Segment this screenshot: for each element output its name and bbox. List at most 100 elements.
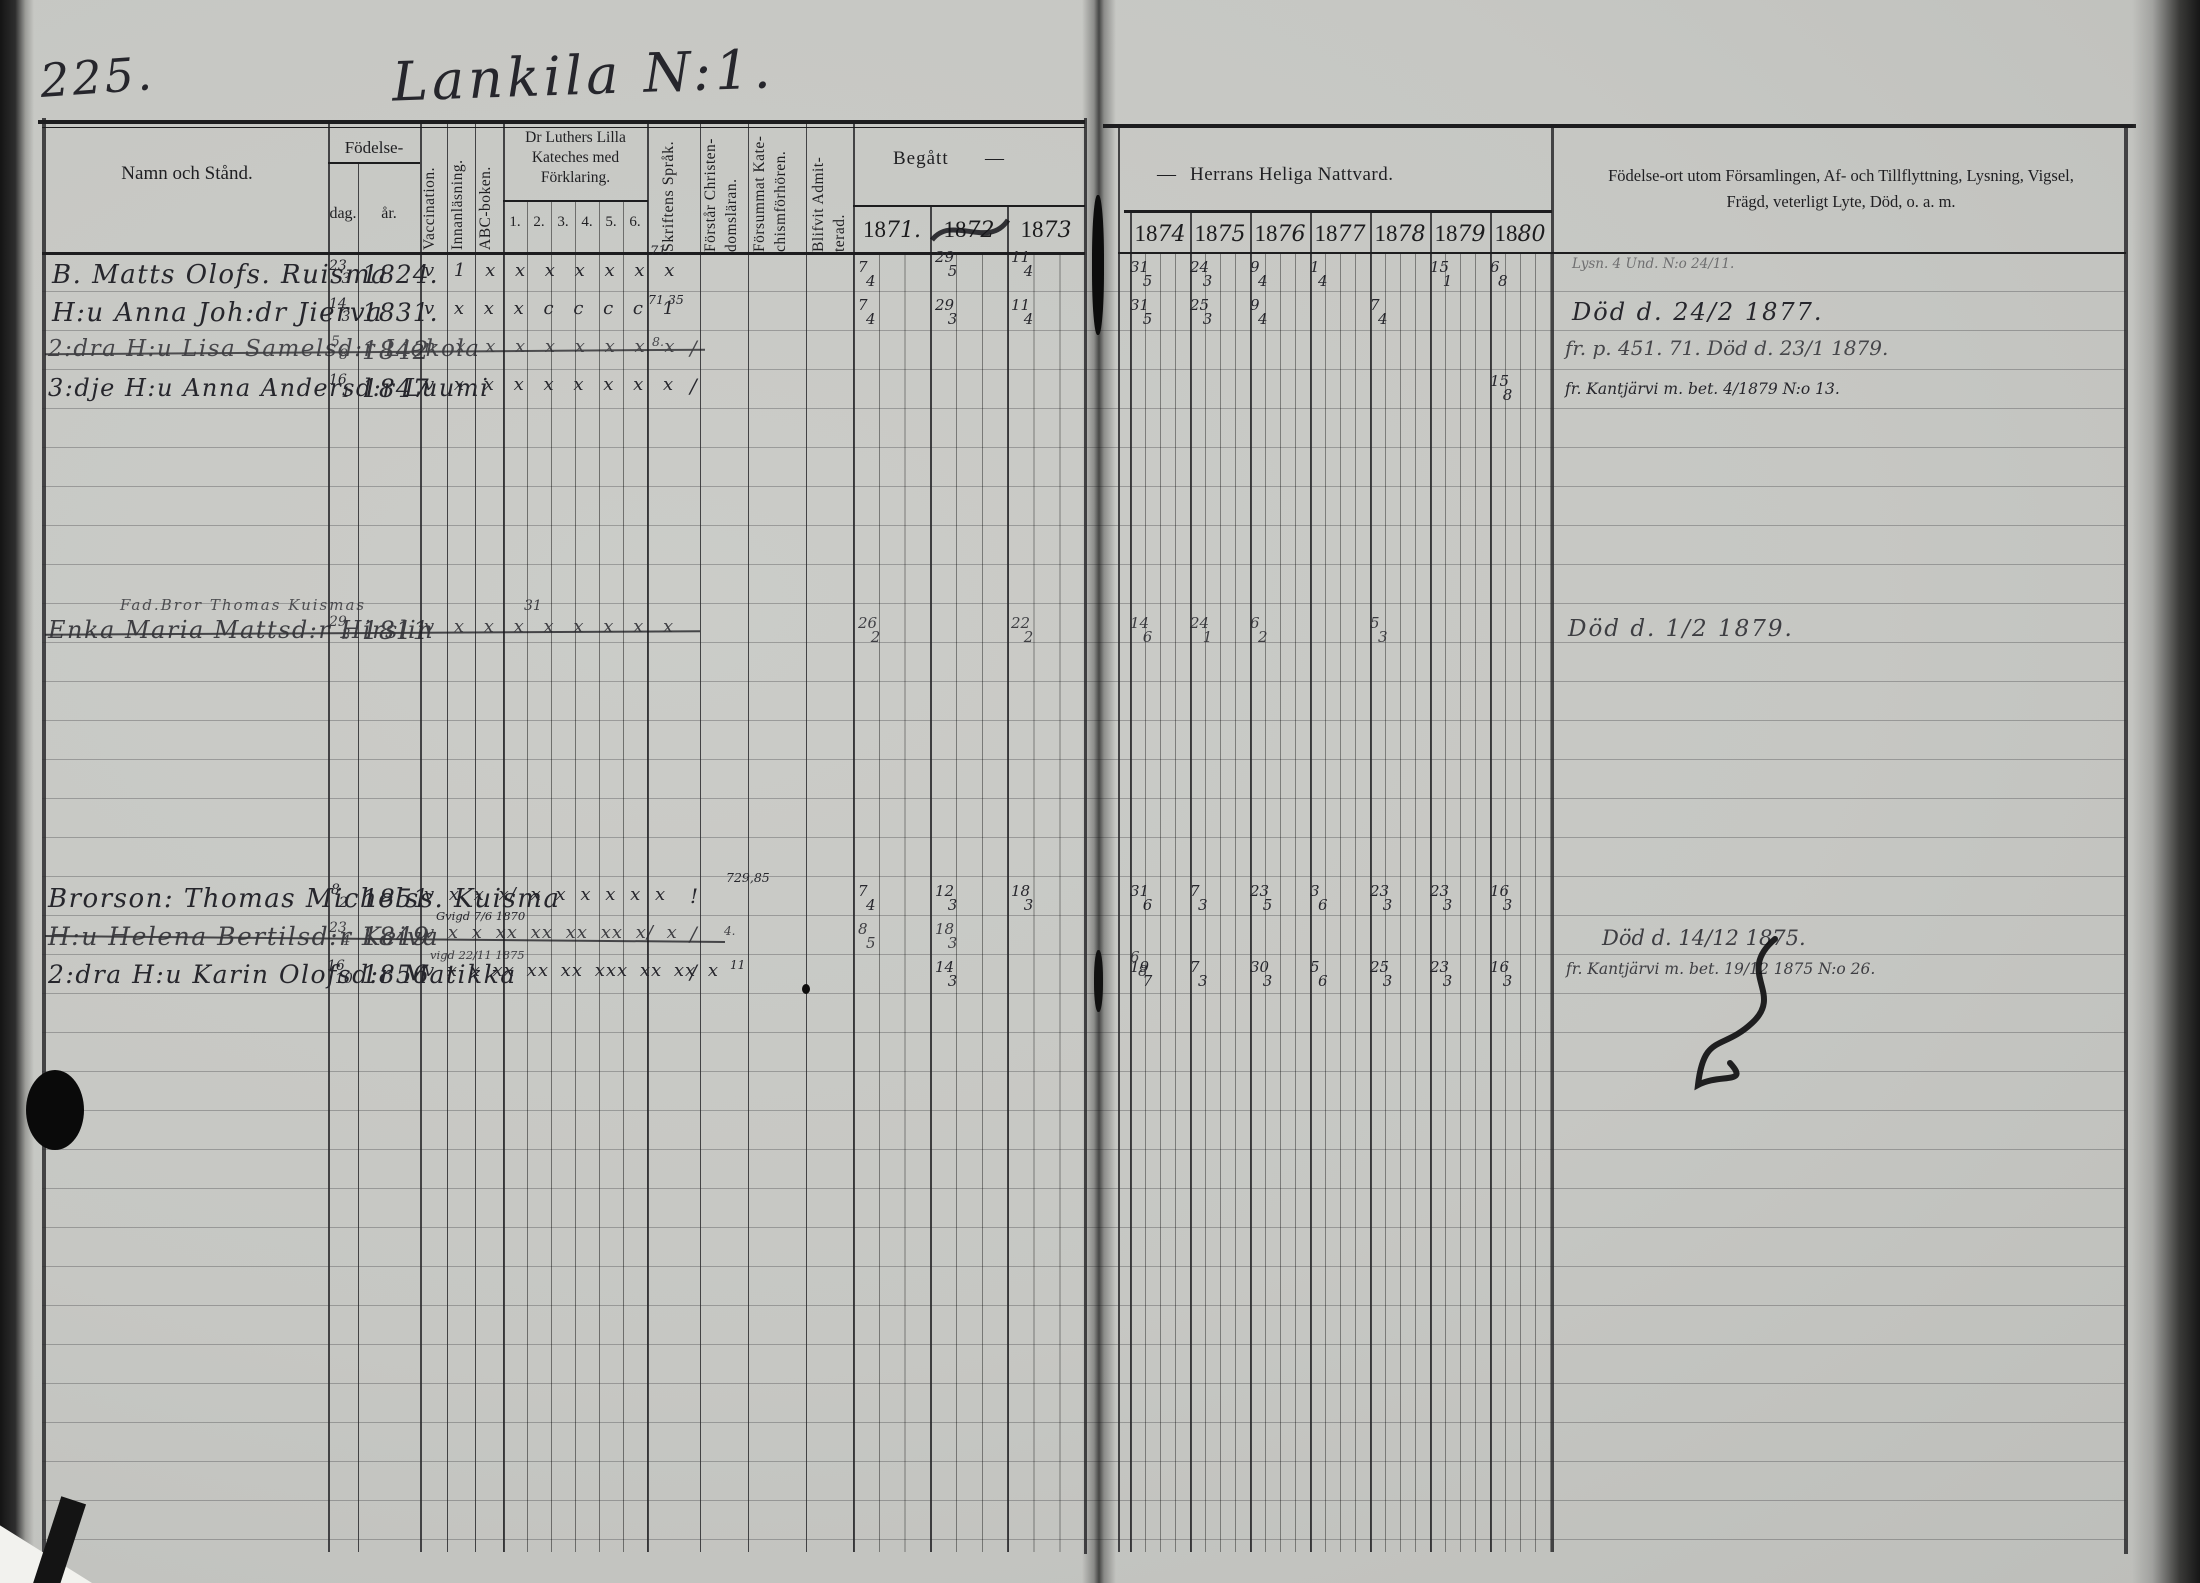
birth-header-split bbox=[328, 162, 420, 164]
person-name: 2:dra H:u Karin Olofsd:r Matikka bbox=[48, 960, 517, 989]
admitted-mark: / bbox=[690, 922, 697, 946]
grid-line bbox=[1007, 205, 1009, 1552]
left-years-top bbox=[853, 205, 1085, 207]
fold-ink-blot bbox=[1094, 950, 1103, 1012]
grid-line bbox=[1430, 210, 1432, 1552]
header-admitted: terad. bbox=[831, 214, 848, 252]
communion-date: 23 3 bbox=[1430, 882, 1453, 915]
scripture-note: 11 bbox=[730, 958, 746, 972]
birth-day: 14 3 bbox=[329, 296, 351, 326]
grid-line bbox=[806, 122, 807, 1552]
scripture-note: 71. bbox=[650, 244, 671, 259]
admitted-mark: / bbox=[690, 336, 697, 360]
table-top-rule-right bbox=[1103, 124, 2136, 128]
birth-year: 1811 bbox=[362, 616, 430, 645]
header-bottom-right bbox=[1118, 252, 2126, 254]
communion-date: 25 3 bbox=[1370, 958, 1393, 991]
grid-line bbox=[475, 122, 476, 1552]
grid-line bbox=[358, 162, 359, 1552]
record-row: B. Matts Olofs. Ruisma 23 3 1824. v 1 x x… bbox=[0, 244, 2200, 296]
grid-line bbox=[447, 122, 448, 1552]
communion-date: 14 6 bbox=[1130, 614, 1153, 647]
birth-day: 16 1 bbox=[329, 372, 351, 402]
header-birth: Födelse- bbox=[344, 138, 404, 157]
birth-year: 1847 bbox=[362, 374, 430, 403]
reading-marks: v x x xx xx xx xxx xx xx x bbox=[424, 960, 720, 981]
grid-line bbox=[420, 122, 422, 1552]
year-label: 1878 bbox=[1374, 221, 1426, 247]
communion-date: 18 3 bbox=[1011, 882, 1034, 915]
communion-date: 24 1 bbox=[1190, 614, 1213, 647]
reading-marks: n x x x x x x x x bbox=[424, 336, 676, 357]
header-admitted: Blifvit Admit- bbox=[810, 156, 827, 252]
communion-date: 25 3 bbox=[1190, 296, 1213, 329]
scripture-note: 71,35 bbox=[648, 292, 684, 307]
grid-line bbox=[930, 205, 932, 1552]
person-name: Brorson: Thomas Michelss. Kuisma bbox=[48, 884, 561, 914]
ink-flourish bbox=[1694, 936, 1778, 1091]
marriage-note: Gvigd 7/6 1870 bbox=[436, 909, 526, 923]
birth-day: 23 4 bbox=[329, 920, 351, 950]
communion-date: 22 2 bbox=[1011, 614, 1034, 647]
communion-date: 29 5 bbox=[935, 248, 958, 281]
page-title: Lankila N:1. bbox=[391, 37, 776, 114]
birth-year: 1856 bbox=[362, 960, 430, 989]
margin-note: Död d. 24/2 1877. bbox=[1572, 298, 1824, 326]
year-label: 1871. bbox=[863, 217, 921, 243]
grid-line bbox=[647, 122, 649, 1552]
person-name: Enka Maria Mattsd:r Hirslin bbox=[48, 616, 435, 644]
communion-date: 16 3 bbox=[1490, 958, 1513, 991]
header-day: dag. bbox=[329, 205, 357, 222]
header-vaccination: Vaccination. bbox=[421, 166, 438, 250]
person-name: 3:dje H:u Anna Andersd:r Luumi bbox=[48, 374, 490, 402]
communion-dash: — bbox=[1157, 164, 1176, 185]
reading-marks: v x x x x x x x x bbox=[424, 616, 675, 637]
grid-line bbox=[853, 122, 855, 1552]
communion-date: 11 4 bbox=[1011, 296, 1034, 329]
communion-date: 24 3 bbox=[1190, 258, 1213, 291]
scan-edge-right bbox=[2132, 0, 2200, 1583]
header-catechism-col: 2. bbox=[533, 214, 545, 230]
catechism-subcolumn-lines bbox=[503, 200, 648, 1552]
person-name: 2:dra H:u Lisa Samelsd:r Liekola bbox=[48, 336, 481, 362]
begatt-dash: — bbox=[985, 148, 1004, 169]
header-catechism-col: 4. bbox=[581, 214, 593, 230]
ink-dot bbox=[802, 984, 810, 994]
grid-line bbox=[1310, 210, 1312, 1552]
grid-line bbox=[1130, 210, 1132, 1552]
header-notes: Frägd, veterligt Lyte, Död, o. a. m. bbox=[1726, 192, 1956, 211]
header-abc: ABC-boken. bbox=[477, 166, 494, 250]
header-catechism-col: 6. bbox=[629, 214, 641, 230]
grid-line bbox=[503, 122, 505, 1552]
person-name: B. Matts Olofs. Ruisma bbox=[52, 260, 389, 290]
header-scripture: Skriftens Språk. bbox=[660, 140, 677, 252]
left-year-subcolumn-lines bbox=[853, 252, 1085, 1552]
grid-line bbox=[1370, 210, 1372, 1552]
record-row: 2:dra H:u Karin Olofsd:r Matikka 16 10 18… bbox=[0, 958, 2200, 996]
birth-day: 29 3 bbox=[329, 614, 351, 644]
page-number: 225. bbox=[38, 46, 157, 108]
communion-date: 29 3 bbox=[935, 296, 958, 329]
reading-marks: v x x x c c c c 1 bbox=[424, 298, 676, 319]
fold-ink-blot bbox=[1092, 195, 1104, 335]
grid-line bbox=[2124, 124, 2128, 1554]
communion-date: 18 3 bbox=[935, 920, 958, 953]
grid-line bbox=[328, 122, 330, 1552]
header-catechism-col: 5. bbox=[605, 214, 617, 230]
scripture-note: 729,85 bbox=[726, 870, 770, 885]
header-name-col: Namn och Stånd. bbox=[121, 163, 253, 184]
communion-date: 30 3 bbox=[1250, 958, 1273, 991]
communion-date: 12 3 bbox=[935, 882, 958, 915]
